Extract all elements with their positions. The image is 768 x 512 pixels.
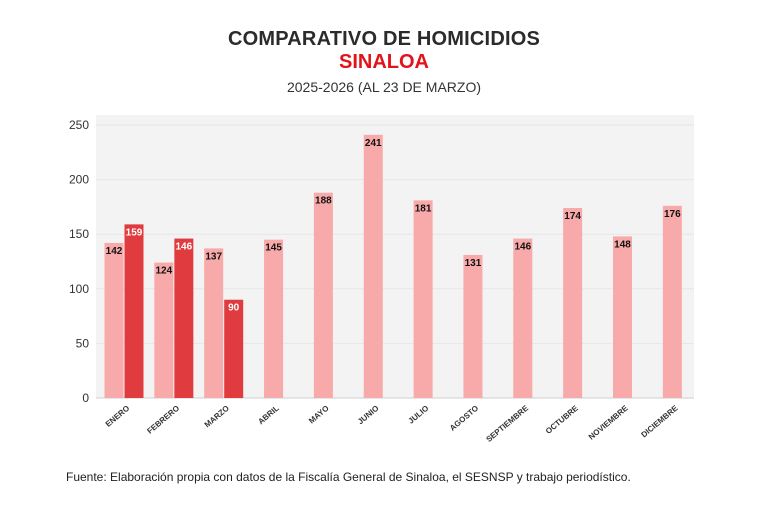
- data-label: 146: [176, 242, 193, 253]
- data-label: 188: [315, 196, 332, 207]
- y-tick-label: 200: [69, 173, 89, 187]
- bar-2025: [363, 134, 383, 398]
- x-tick-label: AGOSTO: [448, 404, 480, 433]
- data-label: 181: [415, 203, 432, 214]
- x-tick-label: MAYO: [307, 404, 331, 426]
- data-label: 241: [365, 138, 382, 149]
- x-tick-label: JULIO: [407, 404, 431, 426]
- bar-2025: [204, 248, 224, 398]
- x-tick-label: JUNIO: [356, 404, 381, 427]
- bar-2025: [662, 205, 682, 398]
- bar-2025: [264, 239, 284, 398]
- x-tick-label: OCTUBRE: [544, 403, 581, 436]
- data-label: 137: [205, 251, 222, 262]
- data-label: 131: [465, 258, 482, 269]
- bar-2025: [613, 236, 632, 398]
- source-note: Fuente: Elaboración propia con datos de …: [66, 470, 631, 484]
- bar-2025: [413, 200, 433, 398]
- x-tick-label: MARZO: [203, 404, 231, 430]
- x-tick-label: ENERO: [104, 404, 132, 429]
- bar-2025: [313, 192, 333, 398]
- bar-2026: [224, 299, 244, 398]
- data-label: 159: [126, 227, 143, 238]
- chart-subtitle: SINALOA: [339, 51, 429, 73]
- bar-2025: [513, 238, 533, 398]
- data-label: 145: [265, 243, 282, 254]
- data-label: 176: [664, 209, 681, 220]
- bar-2026: [124, 224, 144, 398]
- chart-period: 2025-2026 (AL 23 DE MARZO): [286, 79, 481, 95]
- x-tick-label: FEBRERO: [145, 404, 181, 436]
- bar-2026: [174, 238, 194, 398]
- x-tick-label: SEPTIEMBRE: [484, 403, 530, 444]
- bar-2025: [154, 262, 174, 398]
- data-label: 174: [564, 211, 581, 222]
- x-tick-label: ABRIL: [256, 404, 281, 427]
- chart-title: COMPARATIVO DE HOMICIDIOS: [227, 28, 541, 50]
- x-tick-label: DICIEMBRE: [639, 403, 680, 439]
- bar-2025: [104, 242, 124, 398]
- x-tick-label: NOVIEMBRE: [587, 403, 630, 441]
- data-label: 148: [614, 239, 631, 250]
- data-label: 142: [106, 246, 123, 257]
- bar-2025: [563, 207, 583, 398]
- y-tick-label: 150: [69, 227, 89, 241]
- plot-area: [96, 115, 694, 398]
- y-tick-label: 100: [69, 282, 89, 296]
- data-label: 124: [156, 266, 173, 277]
- data-label: 90: [228, 303, 240, 314]
- y-tick-label: 50: [76, 336, 90, 350]
- bar-2025: [463, 254, 483, 398]
- data-label: 146: [514, 242, 531, 253]
- y-tick-label: 0: [82, 391, 89, 405]
- y-tick-label: 250: [69, 118, 89, 132]
